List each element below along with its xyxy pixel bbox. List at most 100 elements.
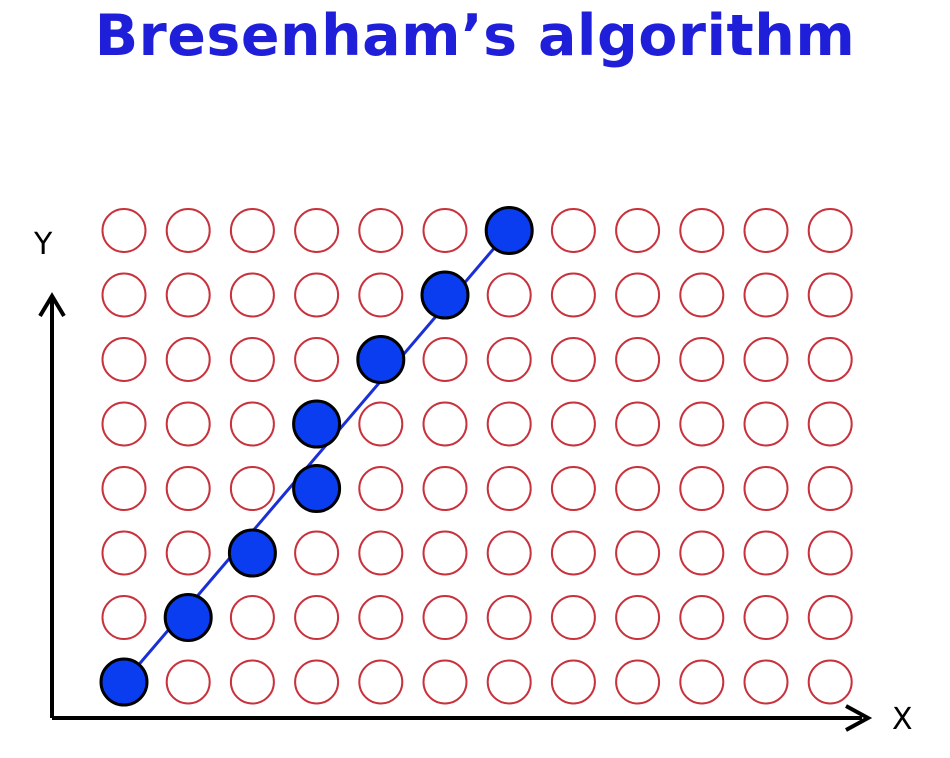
empty-pixel [679,659,725,705]
empty-pixel [679,337,725,382]
empty-pixel [422,466,468,511]
empty-pixel [807,659,853,705]
plotted-pixel [163,593,213,642]
empty-pixel [358,208,404,253]
plotted-pixel [99,657,149,707]
empty-pixel [743,466,789,511]
empty-pixel [743,659,789,705]
x-axis-label: X [892,702,913,737]
plotted-pixel [484,206,534,255]
empty-pixel [486,401,532,447]
empty-pixel [743,401,789,447]
plotted-pixel [227,528,277,578]
empty-pixel [294,337,340,382]
empty-pixel [422,401,468,447]
y-axis-label: Y [34,227,53,262]
empty-pixel [743,337,789,382]
empty-pixel [679,595,725,640]
empty-pixel [358,595,404,640]
empty-pixel [486,530,532,576]
empty-pixel [101,208,147,253]
empty-pixel [229,272,275,318]
empty-pixel [101,595,147,640]
empty-pixel [679,208,725,253]
empty-pixel [101,272,147,318]
empty-pixel [101,337,147,382]
empty-pixel [229,401,275,447]
empty-pixel [743,208,789,253]
empty-pixel [165,659,211,705]
empty-pixel [679,466,725,511]
empty-pixel [486,659,532,705]
empty-pixel [358,530,404,576]
empty-pixel [486,337,532,382]
empty-pixel [294,595,340,640]
empty-pixel [358,659,404,705]
empty-pixel [101,530,147,576]
empty-pixel [165,208,211,253]
pixel-grid [101,208,853,705]
empty-pixel [807,466,853,511]
empty-pixel [229,466,275,511]
empty-pixel [358,272,404,318]
x-axis-arrow-icon [845,704,873,732]
empty-pixel [229,659,275,705]
empty-pixel [294,208,340,253]
empty-pixel [101,401,147,447]
empty-pixel [550,208,596,253]
page-title: Bresenham’s algorithm [94,3,856,69]
empty-pixel [743,272,789,318]
empty-pixel [358,401,404,447]
empty-pixel [550,337,596,382]
empty-pixel [743,530,789,576]
empty-pixel [422,595,468,640]
empty-pixel [615,659,661,705]
empty-pixel [679,272,725,318]
empty-pixel [550,401,596,447]
empty-pixel [294,530,340,576]
empty-pixel [807,401,853,447]
empty-pixel [486,272,532,318]
empty-pixel [807,530,853,576]
empty-pixel [422,530,468,576]
empty-pixel [615,466,661,511]
empty-pixel [486,595,532,640]
empty-pixel [679,530,725,576]
y-axis-arrow-icon [38,292,66,318]
empty-pixel [165,337,211,382]
empty-pixel [294,659,340,705]
plotted-pixels [99,206,534,707]
empty-pixel [165,272,211,318]
empty-pixel [550,466,596,511]
axes [38,292,873,732]
empty-pixel [550,659,596,705]
plotted-pixel [292,464,342,513]
empty-pixel [229,595,275,640]
empty-pixel [615,272,661,318]
plotted-pixel [292,399,342,449]
empty-pixel [615,208,661,253]
empty-pixel [615,401,661,447]
empty-pixel [550,595,596,640]
empty-pixel [165,530,211,576]
empty-pixel [679,401,725,447]
empty-pixel [615,595,661,640]
empty-pixel [615,530,661,576]
plotted-pixel [356,335,406,384]
empty-pixel [550,272,596,318]
empty-pixel [294,272,340,318]
empty-pixel [807,208,853,253]
empty-pixel [807,272,853,318]
empty-pixel [807,595,853,640]
empty-pixel [550,530,596,576]
empty-pixel [422,208,468,253]
empty-pixel [743,595,789,640]
empty-pixel [358,466,404,511]
empty-pixel [165,401,211,447]
empty-pixel [422,337,468,382]
empty-pixel [229,337,275,382]
empty-pixel [229,208,275,253]
empty-pixel [807,337,853,382]
empty-pixel [486,466,532,511]
